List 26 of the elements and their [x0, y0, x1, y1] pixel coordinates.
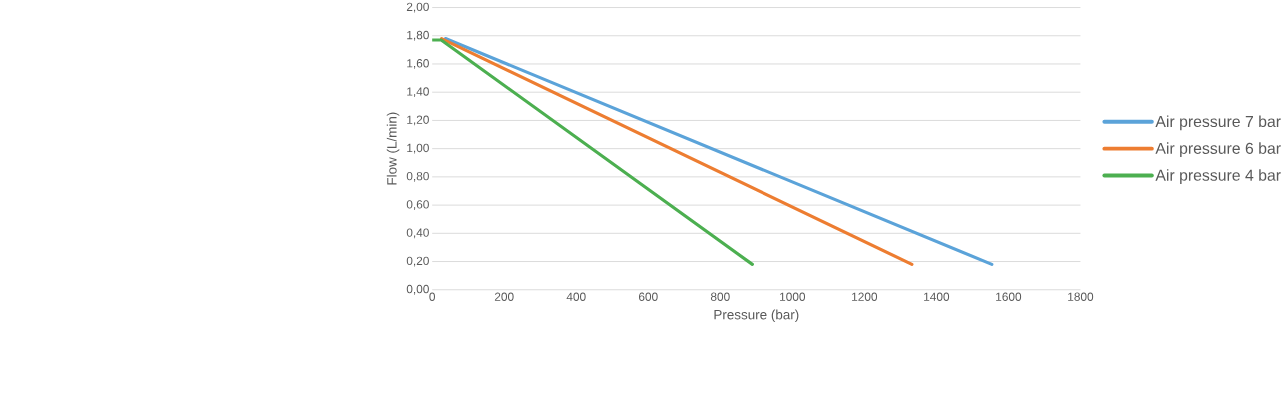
legend-label: Air pressure 6 bar — [1155, 142, 1281, 158]
y-tick-label: 1,40 — [407, 87, 429, 98]
x-tick-label: 600 — [638, 292, 658, 302]
y-tick-label: 0,00 — [406, 284, 429, 295]
y-tick-label: 1,80 — [407, 30, 429, 41]
x-tick-label: 400 — [566, 292, 586, 302]
legend-label: Air pressure 7 bar — [1155, 115, 1281, 131]
x-tick-label: 1400 — [924, 292, 950, 302]
x-tick-label: 800 — [710, 292, 730, 302]
x-tick-label: 1200 — [852, 292, 878, 302]
y-axis-title: Flow (L/min) — [386, 112, 400, 185]
x-tick-label: 0 — [429, 292, 436, 302]
x-tick-label: 200 — [494, 292, 514, 302]
x-tick-label: 1800 — [1068, 292, 1094, 302]
legend-label: Air pressure 4 bar — [1155, 169, 1281, 185]
y-tick-label: 2,00 — [406, 2, 429, 13]
x-tick-label: 1600 — [996, 292, 1022, 302]
y-tick-label: 1,20 — [407, 115, 429, 126]
x-axis-title: Pressure (bar) — [714, 309, 799, 323]
y-tick-label: 0,20 — [406, 256, 429, 267]
y-tick-label: 0,80 — [406, 172, 429, 182]
y-tick-label: 1,60 — [407, 59, 429, 69]
y-tick-label: 0,40 — [406, 228, 429, 239]
x-tick-label: 1000 — [780, 292, 806, 302]
y-tick-label: 1,00 — [407, 143, 429, 154]
y-tick-label: 0,60 — [406, 200, 429, 211]
